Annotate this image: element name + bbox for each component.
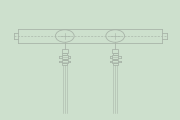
Bar: [62, 55, 68, 59]
Bar: [62, 53, 67, 55]
Bar: [62, 49, 68, 53]
Bar: [112, 60, 118, 63]
Bar: [62, 63, 67, 65]
Bar: [112, 49, 118, 53]
Bar: [113, 63, 118, 65]
Bar: [62, 60, 68, 63]
Bar: [113, 59, 117, 60]
Bar: [113, 53, 118, 55]
Bar: [63, 59, 67, 60]
Bar: [112, 55, 118, 59]
